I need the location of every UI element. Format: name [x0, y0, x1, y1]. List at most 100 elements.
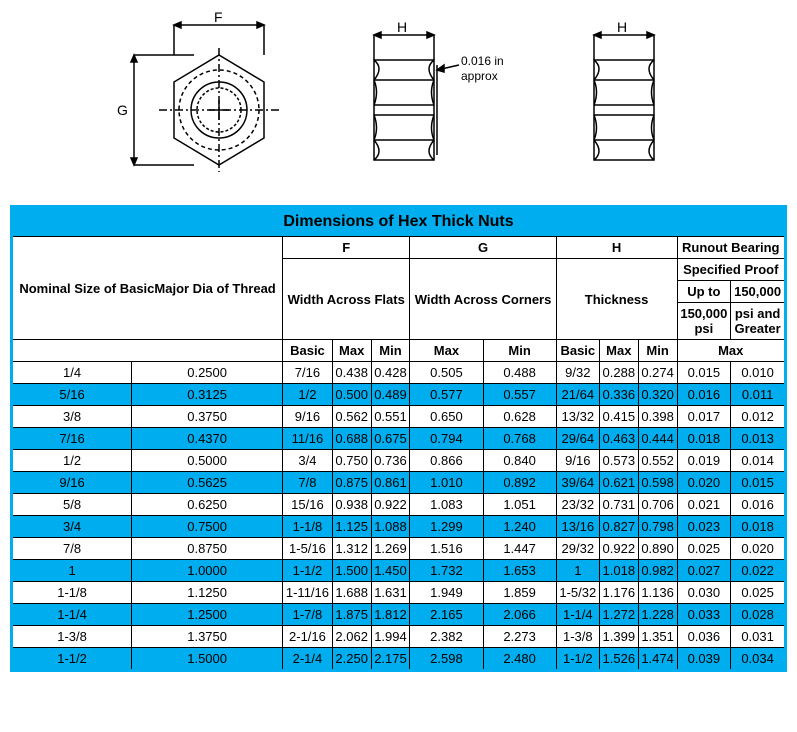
table-cell: 0.039 [677, 648, 731, 671]
table-cell: 1-5/32 [556, 582, 599, 604]
table-cell: 0.022 [731, 560, 786, 582]
table-cell: 0.021 [677, 494, 731, 516]
table-cell: 1.631 [371, 582, 410, 604]
table-cell: 0.015 [677, 362, 731, 384]
table-cell: 15/16 [283, 494, 333, 516]
table-cell: 1-5/16 [283, 538, 333, 560]
table-cell: 0.4370 [132, 428, 283, 450]
header-basic-h: Basic [556, 340, 599, 362]
table-cell: 3/4 [12, 516, 132, 538]
table-cell: 0.557 [483, 384, 556, 406]
table-row: 3/80.37509/160.5620.5510.6500.62813/320.… [12, 406, 786, 428]
table-row: 1-1/81.12501-11/161.6881.6311.9491.8591-… [12, 582, 786, 604]
table-cell: 1.272 [599, 604, 638, 626]
table-cell: 2.066 [483, 604, 556, 626]
table-cell: 0.013 [731, 428, 786, 450]
table-cell: 1.351 [638, 626, 677, 648]
table-cell: 39/64 [556, 472, 599, 494]
diagram-label-h2: H [617, 19, 627, 35]
header-runout: Runout Bearing [677, 237, 786, 259]
table-cell: 0.688 [332, 428, 371, 450]
table-cell: 0.489 [371, 384, 410, 406]
table-row: 11.00001-1/21.5001.4501.7321.65311.0180.… [12, 560, 786, 582]
table-cell: 1-1/2 [12, 648, 132, 671]
table-cell: 1.3750 [132, 626, 283, 648]
table-cell: 1.136 [638, 582, 677, 604]
table-row: 1/40.25007/160.4380.4280.5050.4889/320.2… [12, 362, 786, 384]
table-cell: 1-1/8 [12, 582, 132, 604]
table-cell: 0.274 [638, 362, 677, 384]
hex-nuts-dimensions-table: Dimensions of Hex Thick Nuts Nominal Siz… [10, 205, 787, 672]
table-cell: 0.028 [731, 604, 786, 626]
blank-header [12, 340, 283, 362]
table-cell: 0.030 [677, 582, 731, 604]
table-cell: 0.5625 [132, 472, 283, 494]
table-cell: 0.488 [483, 362, 556, 384]
header-min-f: Min [371, 340, 410, 362]
table-cell: 0.861 [371, 472, 410, 494]
table-cell: 1.653 [483, 560, 556, 582]
table-cell: 0.016 [677, 384, 731, 406]
table-cell: 1/4 [12, 362, 132, 384]
table-cell: 1/2 [283, 384, 333, 406]
diagram-label-g: G [117, 102, 128, 118]
table-cell: 1.299 [410, 516, 483, 538]
table-cell: 0.025 [677, 538, 731, 560]
hex-nut-side-view-2: H [559, 10, 699, 190]
table-cell: 0.3125 [132, 384, 283, 406]
table-cell: 0.750 [332, 450, 371, 472]
table-cell: 0.628 [483, 406, 556, 428]
table-cell: 29/64 [556, 428, 599, 450]
table-cell: 0.012 [731, 406, 786, 428]
table-cell: 1.526 [599, 648, 638, 671]
table-cell: 0.018 [731, 516, 786, 538]
header-over-1: 150,000 [731, 281, 786, 303]
header-specified: Specified Proof [677, 259, 786, 281]
table-cell: 0.621 [599, 472, 638, 494]
table-cell: 0.562 [332, 406, 371, 428]
header-max-g: Max [410, 340, 483, 362]
table-row: 7/160.437011/160.6880.6750.7940.76829/64… [12, 428, 786, 450]
table-cell: 7/16 [283, 362, 333, 384]
table-cell: 3/4 [283, 450, 333, 472]
table-cell: 0.020 [731, 538, 786, 560]
table-cell: 0.798 [638, 516, 677, 538]
table-cell: 2.165 [410, 604, 483, 626]
table-cell: 0.840 [483, 450, 556, 472]
table-cell: 0.036 [677, 626, 731, 648]
table-cell: 1-1/4 [12, 604, 132, 626]
table-cell: 0.398 [638, 406, 677, 428]
table-cell: 7/8 [12, 538, 132, 560]
header-f-desc: Width Across Flats [283, 259, 410, 340]
table-cell: 0.288 [599, 362, 638, 384]
table-cell: 1.312 [332, 538, 371, 560]
table-cell: 0.7500 [132, 516, 283, 538]
table-cell: 0.463 [599, 428, 638, 450]
table-title: Dimensions of Hex Thick Nuts [12, 207, 786, 237]
table-cell: 0.017 [677, 406, 731, 428]
table-cell: 0.011 [731, 384, 786, 406]
table-cell: 1.125 [332, 516, 371, 538]
table-cell: 0.014 [731, 450, 786, 472]
table-cell: 0.827 [599, 516, 638, 538]
table-cell: 7/16 [12, 428, 132, 450]
table-cell: 9/32 [556, 362, 599, 384]
table-cell: 1.859 [483, 582, 556, 604]
table-cell: 0.034 [731, 648, 786, 671]
table-cell: 1 [12, 560, 132, 582]
header-min-h: Min [638, 340, 677, 362]
table-cell: 0.866 [410, 450, 483, 472]
header-max-r: Max [677, 340, 786, 362]
table-cell: 0.031 [731, 626, 786, 648]
table-cell: 1.732 [410, 560, 483, 582]
table-cell: 1.450 [371, 560, 410, 582]
table-cell: 1.399 [599, 626, 638, 648]
table-cell: 0.016 [731, 494, 786, 516]
header-h: H [556, 237, 677, 259]
header-nominal: Nominal Size of BasicMajor Dia of Thread [12, 237, 283, 340]
table-cell: 1.516 [410, 538, 483, 560]
header-min-g: Min [483, 340, 556, 362]
table-cell: 1-1/2 [556, 648, 599, 671]
table-cell: 0.892 [483, 472, 556, 494]
table-cell: 1.010 [410, 472, 483, 494]
